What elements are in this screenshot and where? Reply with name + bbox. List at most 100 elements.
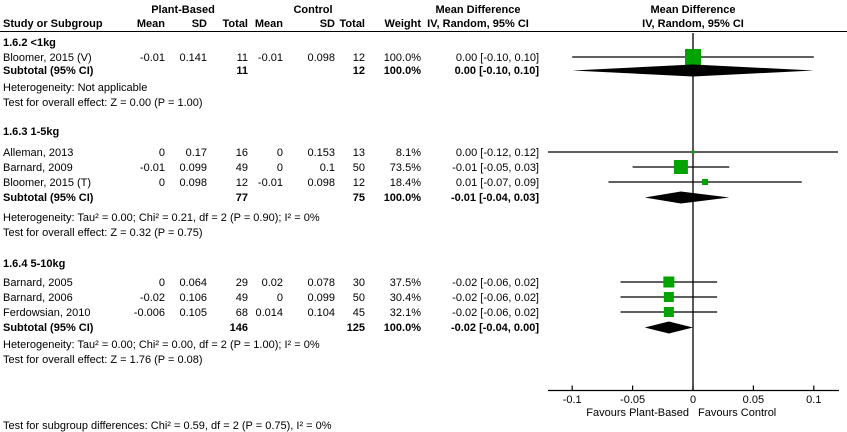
- control-total-header: Total: [339, 18, 365, 30]
- plant-total-value: 11: [236, 65, 248, 77]
- control-sd-value: 0.153: [307, 147, 335, 159]
- control-mean-value: 0: [276, 292, 283, 304]
- weight-value: 100.0%: [383, 52, 421, 64]
- control-mean-value: 0: [276, 147, 283, 159]
- subtotal-diamond: [644, 191, 730, 204]
- tick-label: -0.1: [562, 394, 582, 406]
- effect-estimate-text: -0.01 [-0.04, 0.03]: [450, 192, 539, 204]
- effect-estimate-text: 0.00 [-0.10, 0.10]: [455, 52, 539, 64]
- overall-effect-text: Test for overall effect: Z = 0.32 (P = 0…: [3, 227, 203, 239]
- group1-header: Plant-Based: [151, 4, 215, 16]
- effect-square-marker: [685, 49, 701, 65]
- subgroup-title: 1.6.3 1-5kg: [3, 126, 60, 138]
- plant-total-value: 68: [235, 307, 248, 319]
- study-name: Barnard, 2006: [3, 292, 73, 304]
- control-mean-value: -0.01: [257, 52, 283, 64]
- subgroup-title: 1.6.4 5-10kg: [3, 258, 66, 270]
- weight-value: 73.5%: [389, 162, 421, 174]
- plant-total-value: 49: [235, 292, 248, 304]
- plant-mean-header: Mean: [136, 18, 165, 30]
- effect-estimate-text: -0.02 [-0.04, 0.00]: [450, 322, 539, 334]
- control-total-value: 30: [352, 277, 365, 289]
- weight-value: 100.0%: [383, 322, 421, 334]
- effect-estimate-text: 0.00 [-0.10, 0.10]: [454, 65, 539, 77]
- weight-value: 30.4%: [389, 292, 421, 304]
- heterogeneity-text: Heterogeneity: Not applicable: [3, 82, 148, 94]
- study-name: Alleman, 2013: [3, 147, 74, 159]
- study-name: Bloomer, 2015 (V): [3, 52, 92, 64]
- tick-label: 0.05: [742, 394, 765, 406]
- plant-mean-value: -0.02: [139, 292, 165, 304]
- study-name: Ferdowsian, 2010: [3, 307, 91, 319]
- overall-effect-text: Test for overall effect: Z = 0.00 (P = 1…: [3, 97, 203, 109]
- effect-square-marker: [663, 276, 675, 288]
- favours-left-label: Favours Plant-Based: [586, 407, 689, 419]
- control-sd-value: 0.098: [307, 177, 335, 189]
- study-name: Barnard, 2005: [3, 277, 73, 289]
- control-mean-header: Mean: [254, 18, 283, 30]
- plant-total-value: 49: [235, 162, 248, 174]
- effect-square-marker: [702, 179, 709, 185]
- plant-total-value: 11: [236, 52, 248, 64]
- study-name: Barnard, 2009: [3, 162, 73, 174]
- study-column-header: Study or Subgroup: [3, 18, 103, 30]
- control-total-value: 50: [352, 292, 365, 304]
- plant-mean-value: 0: [158, 277, 165, 289]
- subtotal-label: Subtotal (95% CI): [3, 192, 94, 204]
- subgroup-difference-test: Test for subgroup differences: Chi² = 0.…: [3, 420, 332, 432]
- effect-estimate-text: -0.01 [-0.05, 0.03]: [452, 162, 539, 174]
- effect-plot-header-line2: IV, Random, 95% CI: [642, 18, 744, 30]
- plant-sd-value: 0.17: [185, 147, 207, 159]
- plant-sd-value: 0.106: [179, 292, 207, 304]
- plant-mean-value: -0.01: [139, 162, 165, 174]
- effect-estimate-text: -0.02 [-0.06, 0.02]: [452, 277, 539, 289]
- plant-total-value: 12: [235, 177, 248, 189]
- tick-label: 0: [689, 394, 697, 406]
- control-total-value: 13: [352, 147, 365, 159]
- control-mean-value: 0: [276, 162, 283, 174]
- favours-right-label: Favours Control: [698, 407, 777, 419]
- weight-header: Weight: [384, 18, 421, 30]
- control-mean-value: -0.01: [257, 177, 283, 189]
- plant-total-value: 77: [235, 192, 248, 204]
- control-total-value: 75: [352, 192, 365, 204]
- weight-value: 32.1%: [389, 307, 421, 319]
- control-sd-value: 0.078: [307, 277, 335, 289]
- plant-sd-value: 0.105: [179, 307, 207, 319]
- plant-total-value: 146: [229, 322, 248, 334]
- plant-mean-value: 0: [158, 177, 165, 189]
- plant-sd-header: SD: [191, 18, 207, 30]
- control-sd-value: 0.104: [307, 307, 335, 319]
- control-total-value: 12: [352, 65, 365, 77]
- plant-mean-value: 0: [158, 147, 165, 159]
- effect-stats-header-line2: IV, Random, 95% CI: [427, 18, 529, 30]
- plant-sd-value: 0.098: [179, 177, 207, 189]
- control-total-value: 125: [346, 322, 365, 334]
- plant-total-value: 29: [235, 277, 248, 289]
- tick-label: -0.05: [620, 394, 646, 406]
- effect-estimate-text: 0.01 [-0.07, 0.09]: [455, 177, 539, 189]
- weight-value: 100.0%: [383, 65, 421, 77]
- plant-total-value: 16: [235, 147, 248, 159]
- effect-estimate-text: -0.02 [-0.06, 0.02]: [452, 307, 539, 319]
- plant-mean-value: -0.01: [139, 52, 165, 64]
- effect-estimate-text: -0.02 [-0.06, 0.02]: [452, 292, 539, 304]
- heterogeneity-text: Heterogeneity: Tau² = 0.00; Chi² = 0.21,…: [3, 212, 320, 224]
- weight-value: 37.5%: [389, 277, 421, 289]
- effect-estimate-text: 0.00 [-0.12, 0.12]: [455, 147, 539, 159]
- header-divider: [0, 31, 847, 32]
- plant-mean-value: -0.006: [133, 307, 165, 319]
- weight-value: 100.0%: [383, 192, 421, 204]
- weight-value: 8.1%: [395, 147, 421, 159]
- subtotal-label: Subtotal (95% CI): [3, 322, 94, 334]
- heterogeneity-text: Heterogeneity: Tau² = 0.00; Chi² = 0.00,…: [3, 339, 320, 351]
- control-total-value: 50: [352, 162, 365, 174]
- effect-square-marker: [663, 292, 674, 302]
- control-sd-value: 0.1: [319, 162, 335, 174]
- group2-header: Control: [293, 4, 333, 16]
- control-mean-value: 0.02: [261, 277, 283, 289]
- study-name: Bloomer, 2015 (T): [3, 177, 92, 189]
- control-sd-header: SD: [319, 18, 335, 30]
- control-sd-value: 0.098: [307, 52, 335, 64]
